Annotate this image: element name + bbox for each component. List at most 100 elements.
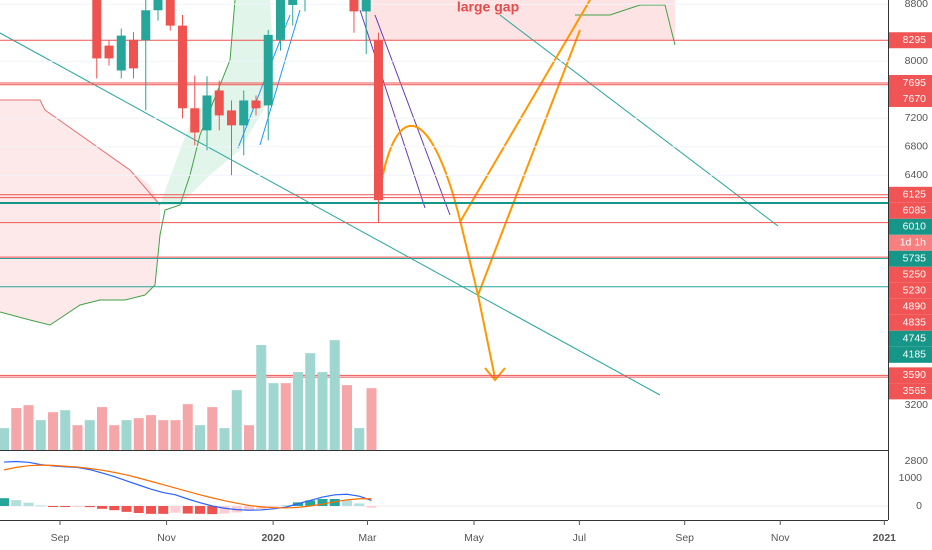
candle-body (373, 39, 383, 201)
macd-histogram (84, 506, 95, 508)
macd-histogram (329, 499, 340, 506)
price-label: 8295 (903, 34, 927, 46)
x-tick-label: Sep (675, 532, 694, 544)
forecast-path (477, 29, 581, 296)
price-label-box (889, 367, 932, 384)
volume-bar (97, 407, 107, 450)
candle-body (251, 100, 261, 109)
macd-histogram (23, 502, 34, 506)
price-label-box (889, 346, 932, 363)
trend-line (374, 14, 451, 216)
macd-histogram (342, 500, 352, 506)
price-label-box (889, 32, 932, 49)
volume-bar (280, 383, 291, 450)
annotation: large gap (457, 0, 519, 15)
x-tick-label: Jul (573, 532, 586, 544)
forecast-path (459, 0, 591, 223)
price-label-box (889, 90, 932, 107)
macd-histogram (35, 505, 46, 507)
price-label-box (889, 282, 932, 299)
macd-histogram (109, 506, 120, 511)
trend-line (259, 9, 301, 146)
x-tick-label: 2020 (261, 532, 285, 544)
volume-bar (11, 408, 22, 450)
macd-histogram (0, 498, 9, 506)
price-label-box (889, 186, 932, 203)
macd-line (3, 460, 372, 511)
volume-bar (109, 425, 120, 450)
volume-bar (84, 420, 95, 450)
macd-histogram (219, 506, 230, 514)
drawings (0, 0, 888, 396)
forecast-path (379, 125, 496, 379)
volume-bar (182, 404, 193, 450)
macd-histogram (97, 506, 107, 509)
candle-body (177, 25, 187, 109)
candle-body (202, 95, 212, 131)
price-label-box (889, 266, 932, 283)
volume-bar (133, 418, 144, 450)
macd-histogram (72, 506, 83, 507)
candle-body (153, 0, 163, 11)
candle-body (129, 39, 139, 69)
price-label: 5250 (903, 269, 927, 281)
timer-label-box (889, 234, 932, 251)
price-label: 7670 (903, 93, 927, 105)
price-label: 3590 (903, 369, 927, 381)
macd-histogram (354, 503, 365, 506)
candle-body (165, 0, 175, 26)
volume-bar (121, 420, 132, 450)
x-tick-label: Nov (771, 532, 790, 544)
y-tick-label: 8800 (905, 0, 929, 10)
volume-bar (256, 345, 267, 450)
price-label-box (889, 298, 932, 315)
price-label-box (889, 74, 932, 91)
axis-labels: 8800 8000 7200 6800 6400 Sep Nov 2020 Mar May Jul S… (51, 0, 932, 544)
lagging-line (575, 4, 676, 46)
macd-histogram (256, 506, 267, 510)
macd-histogram (121, 506, 132, 512)
macd-histogram (207, 506, 218, 515)
volume-tick-label: 3200 (905, 399, 929, 411)
arrow-head (484, 367, 506, 382)
volume-bar (158, 420, 169, 450)
y-tick-label: 6800 (905, 141, 929, 153)
candle-body (190, 108, 200, 133)
price-label-box (889, 330, 932, 347)
macd-histogram (133, 506, 144, 513)
candle-body (275, 0, 285, 40)
price-label: 6125 (903, 189, 927, 201)
volume-bar (342, 385, 352, 450)
macd-histogram (11, 500, 22, 506)
volume-bar (293, 372, 303, 450)
volume-tick-label: 2800 (905, 455, 929, 467)
price-label: 3565 (903, 385, 927, 397)
timer-label: 1d 1h (900, 237, 926, 249)
price-label-box (889, 314, 932, 331)
macd-histogram (268, 506, 279, 508)
price-label-box (889, 218, 932, 235)
candle-body (349, 0, 359, 12)
macd-histogram (182, 506, 193, 514)
volume-bar (0, 428, 9, 450)
volume-bar (170, 420, 181, 450)
price-label: 5735 (903, 253, 927, 265)
macd-histogram (305, 500, 316, 506)
x-tick-label: Mar (358, 532, 377, 544)
price-label-box (889, 383, 932, 400)
x-tick-label: 2021 (873, 532, 897, 544)
price-label: 5230 (903, 285, 927, 297)
candle-body (141, 10, 151, 41)
macd-histogram (60, 506, 71, 507)
price-label: 4890 (903, 301, 927, 313)
volume-bar (48, 412, 58, 450)
macd-histogram (195, 506, 205, 514)
volume-bar (195, 425, 205, 450)
price-label-box (889, 250, 932, 267)
price-label: 4185 (903, 349, 927, 361)
macd-tick-label: 0 (916, 500, 922, 512)
price-label: 7695 (903, 77, 927, 89)
volume-bar (23, 405, 34, 450)
y-tick-label: 8000 (905, 55, 929, 67)
